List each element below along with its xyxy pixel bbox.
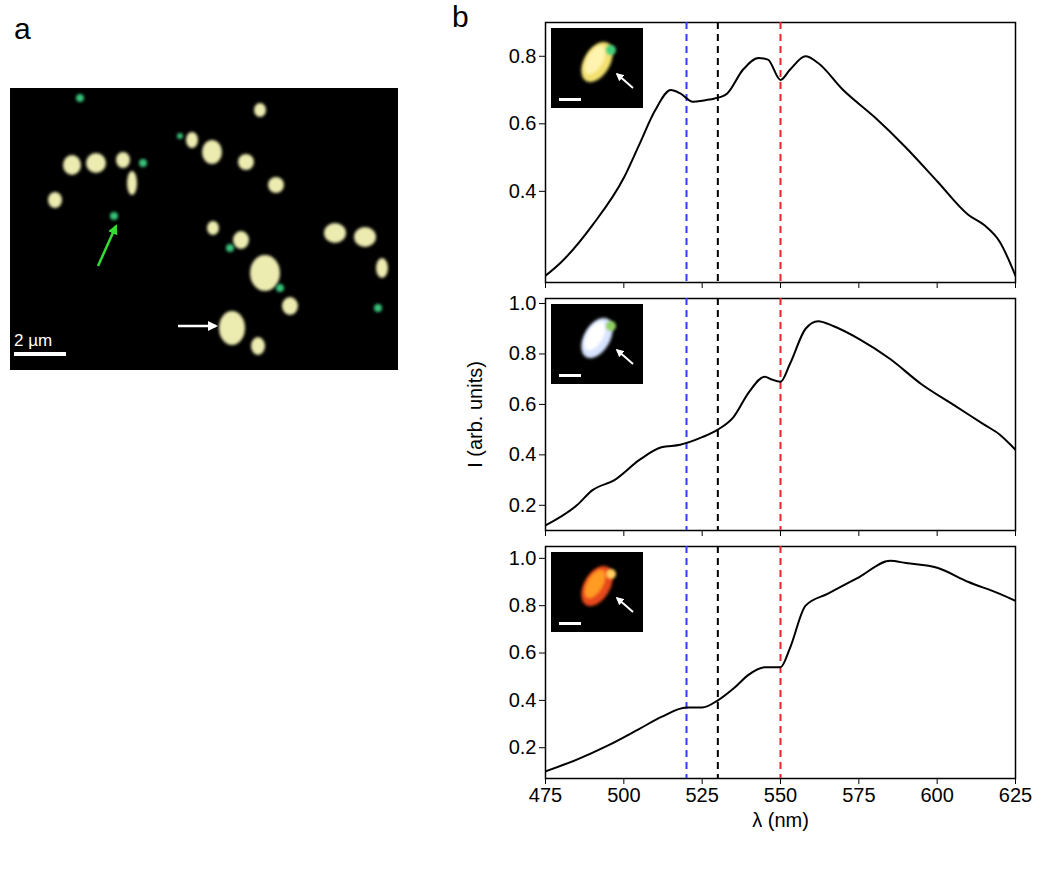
svg-text:0.8: 0.8	[509, 342, 537, 364]
svg-text:0.4: 0.4	[509, 180, 537, 202]
svg-text:λ (nm): λ (nm)	[752, 809, 809, 831]
svg-text:0.2: 0.2	[509, 736, 537, 758]
svg-text:475: 475	[529, 784, 562, 806]
svg-text:0.4: 0.4	[509, 689, 537, 711]
svg-text:575: 575	[842, 784, 875, 806]
svg-text:0.6: 0.6	[509, 393, 537, 415]
svg-text:1.0: 1.0	[509, 547, 537, 569]
svg-text:525: 525	[685, 784, 718, 806]
svg-text:500: 500	[607, 784, 640, 806]
html-text:a: a	[14, 12, 31, 45]
svg-text:550: 550	[764, 784, 797, 806]
svg-text:2 µm: 2 µm	[14, 331, 52, 350]
svg-text:1.0: 1.0	[509, 292, 537, 314]
svg-text:0.8: 0.8	[509, 594, 537, 616]
html-text:b: b	[452, 0, 469, 33]
svg-text:600: 600	[920, 784, 953, 806]
svg-text:0.6: 0.6	[509, 641, 537, 663]
svg-text:0.6: 0.6	[509, 112, 537, 134]
svg-text:0.8: 0.8	[509, 45, 537, 67]
svg-text:0.2: 0.2	[509, 494, 537, 516]
svg-text:0.4: 0.4	[509, 443, 537, 465]
svg-text:625: 625	[999, 784, 1032, 806]
svg-text:I (arb. units): I (arb. units)	[464, 361, 486, 468]
